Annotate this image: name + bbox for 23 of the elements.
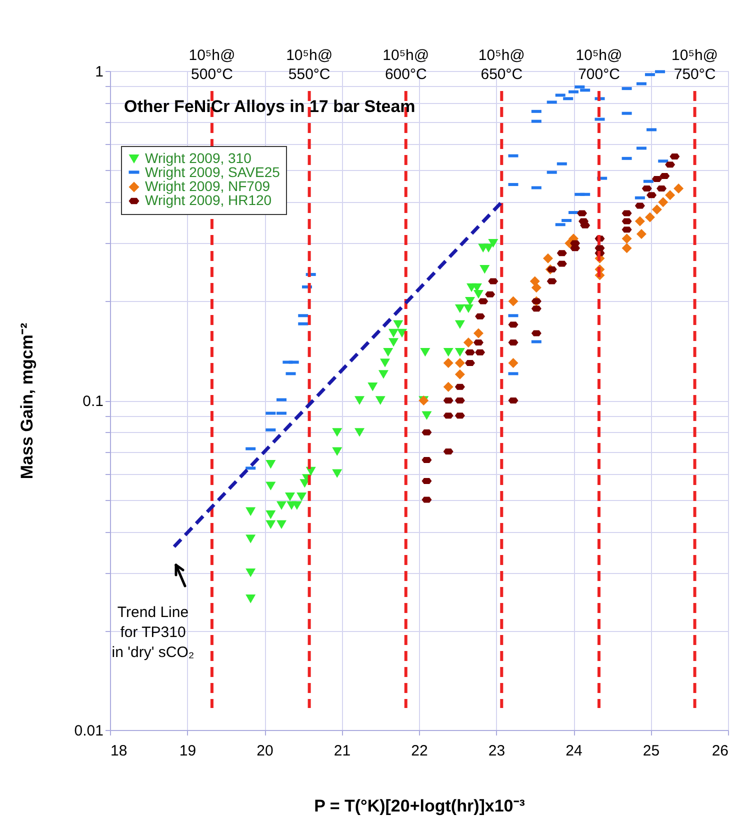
- ref-line-label: 10⁵h@ 700°C: [576, 47, 622, 83]
- x-tick-label: 26: [712, 742, 728, 760]
- x-axis-title: P = T(°K)[20+logt(hr)]x10⁻³: [314, 796, 526, 816]
- x-tick-label: 18: [110, 742, 128, 760]
- x-tick-label: 21: [334, 742, 351, 760]
- ref-line-label: 10⁵h@ 750°C: [672, 47, 718, 83]
- ref-line-label: 10⁵h@ 500°C: [188, 47, 236, 83]
- ref-line-label: 10⁵h@ 550°C: [286, 47, 333, 83]
- y-tick-label: 0.01: [74, 722, 104, 740]
- annotation: Trend Line for TP310 in 'dry' sCO₂: [112, 604, 194, 661]
- ref-line-label: 10⁵h@ 650°C: [478, 47, 525, 83]
- x-tick-label: 20: [256, 742, 274, 760]
- y-tick-label: 1: [95, 64, 104, 80]
- x-tick-label: 24: [566, 742, 582, 760]
- x-tick-label: 23: [488, 742, 506, 760]
- x-tick-label: 19: [179, 742, 196, 760]
- y-axis-title: Mass Gain, mgcm⁻²: [17, 322, 36, 480]
- y-tick-label: 0.1: [82, 393, 104, 410]
- legend-label: Wright 2009, 310: [145, 150, 252, 166]
- x-tick-label: 22: [411, 742, 428, 760]
- text: Other FeNiCr Alloys in 17 bar Steam: [124, 97, 416, 116]
- x-tick-label: 25: [642, 742, 660, 760]
- ref-line-label: 10⁵h@ 600°C: [382, 47, 430, 83]
